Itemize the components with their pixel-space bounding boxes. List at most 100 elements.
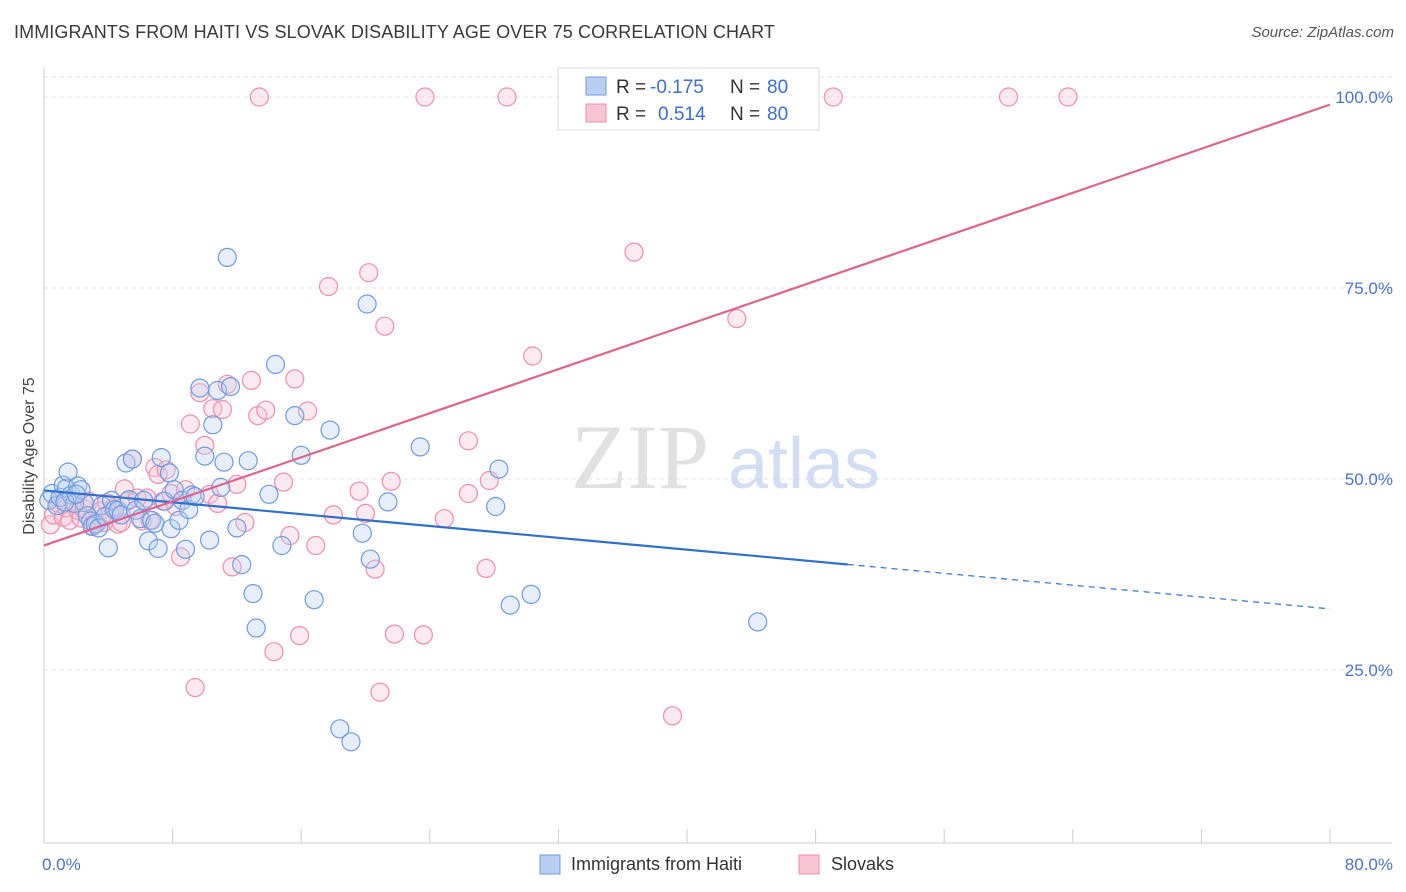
slovaks-point-38: [195, 435, 215, 455]
haiti-point-59: [259, 484, 279, 504]
legend-r-value-slovaks: 0.514: [658, 104, 706, 125]
haiti-point-76: [521, 584, 541, 605]
haiti-point-26: [122, 449, 142, 469]
legend-r-label-haiti: R =: [616, 77, 646, 98]
haiti-point-65: [320, 420, 340, 440]
haiti-point-67: [341, 732, 361, 752]
haiti-point-73: [486, 496, 506, 517]
haiti-point-66: [330, 719, 350, 739]
slovaks-point-42: [212, 399, 232, 420]
haiti-point-6: [58, 462, 78, 482]
haiti-point-47: [200, 530, 220, 550]
haiti-point-31: [142, 510, 162, 530]
slovaks-point-64: [375, 316, 395, 336]
haiti-point-45: [190, 378, 210, 398]
slovaks-point-74: [624, 242, 644, 262]
trend-line-haiti-extension: [847, 563, 1331, 610]
x-tick-label-max: 80.0%: [1345, 855, 1393, 874]
slovaks-point-52: [280, 525, 300, 546]
haiti-point-74: [489, 459, 509, 479]
legend-n-label-haiti: N =: [730, 77, 760, 98]
slovaks-point-57: [318, 276, 339, 297]
series-haiti-points: [39, 247, 768, 752]
y-axis-title: Disability Age Over 75: [21, 377, 38, 535]
trend-line-haiti: [43, 489, 848, 566]
haiti-point-51: [214, 452, 234, 472]
haiti-point-32: [145, 513, 165, 533]
slovaks-point-55: [298, 401, 318, 421]
legend-n-value-haiti: 80: [767, 77, 788, 98]
slovaks-point-71: [476, 558, 496, 579]
slovaks-point-56: [306, 535, 326, 556]
slovaks-point-43: [217, 374, 237, 394]
slovaks-point-65: [381, 471, 401, 491]
y-tick-label-3: 100.0%: [1335, 88, 1393, 107]
slovaks-point-69: [458, 431, 478, 451]
slovaks-point-79: [497, 87, 517, 107]
haiti-point-39: [169, 510, 189, 530]
haiti-point-36: [159, 463, 179, 483]
legend-r-value-haiti: -0.175: [650, 77, 704, 98]
slovaks-point-81: [998, 87, 1019, 107]
x-tick-label-min: 0.0%: [42, 855, 81, 874]
series-legend: Immigrants from Haiti Slovaks: [539, 854, 894, 875]
haiti-point-52: [217, 247, 237, 267]
slovaks-point-73: [523, 346, 543, 366]
trend-line-slovaks: [43, 103, 1331, 547]
x-axis-ticks: [43, 829, 1331, 843]
slovaks-point-63: [370, 682, 390, 702]
slovaks-point-68: [434, 509, 454, 529]
haiti-point-69: [360, 549, 380, 569]
slovaks-point-58: [323, 505, 343, 525]
haiti-point-55: [232, 554, 252, 575]
haiti-point-71: [378, 492, 398, 512]
slovaks-point-34: [175, 480, 196, 500]
haiti-point-56: [238, 451, 258, 471]
haiti-point-77: [748, 612, 768, 632]
y-tick-label-1: 50.0%: [1345, 470, 1393, 489]
slovaks-point-30: [156, 460, 176, 480]
haiti-point-68: [352, 523, 372, 543]
haiti-point-62: [285, 406, 305, 426]
source-credit: Source: ZipAtlas.com: [1251, 24, 1394, 41]
legend-n-label-slovaks: N =: [730, 104, 760, 125]
watermark-zip: ZIP: [571, 406, 709, 508]
haiti-point-54: [227, 518, 247, 538]
haiti-point-48: [203, 415, 223, 435]
watermark-atlas: atlas: [728, 424, 880, 504]
bottom-legend-swatch-haiti: [539, 854, 561, 875]
haiti-point-61: [272, 535, 292, 556]
slovaks-point-49: [256, 400, 276, 420]
legend-swatch-haiti: [585, 76, 607, 96]
haiti-point-75: [500, 595, 520, 615]
haiti-point-60: [265, 354, 286, 374]
y-axis-labels: 25.0% 50.0% 75.0% 100.0%: [1335, 88, 1393, 680]
slovaks-point-53: [285, 369, 305, 389]
haiti-point-46: [195, 446, 215, 466]
slovaks-point-76: [727, 309, 747, 329]
y-tick-label-2: 75.0%: [1345, 279, 1393, 298]
slovaks-point-54: [290, 625, 310, 646]
legend-n-value-slovaks: 80: [767, 104, 788, 125]
haiti-point-33: [148, 538, 168, 559]
slovaks-point-60: [355, 503, 376, 524]
slovaks-point-36: [185, 677, 205, 698]
slovaks-point-67: [413, 625, 433, 645]
slovaks-point-61: [359, 263, 379, 283]
slovaks-point-78: [415, 87, 435, 107]
haiti-point-57: [243, 583, 263, 604]
legend-r-label-slovaks: R =: [616, 104, 646, 125]
trend-lines: [43, 103, 1331, 610]
legend-swatch-slovaks: [585, 103, 607, 123]
slovaks-point-59: [349, 481, 369, 501]
haiti-point-38: [164, 480, 184, 500]
bottom-legend-swatch-slovaks: [798, 854, 820, 875]
slovaks-point-62: [365, 559, 385, 579]
slovaks-point-77: [249, 87, 269, 107]
slovaks-point-70: [458, 483, 478, 504]
haiti-point-64: [304, 590, 324, 610]
series-slovaks-points: [40, 87, 1078, 726]
haiti-point-58: [246, 618, 266, 638]
slovaks-point-41: [208, 493, 228, 513]
